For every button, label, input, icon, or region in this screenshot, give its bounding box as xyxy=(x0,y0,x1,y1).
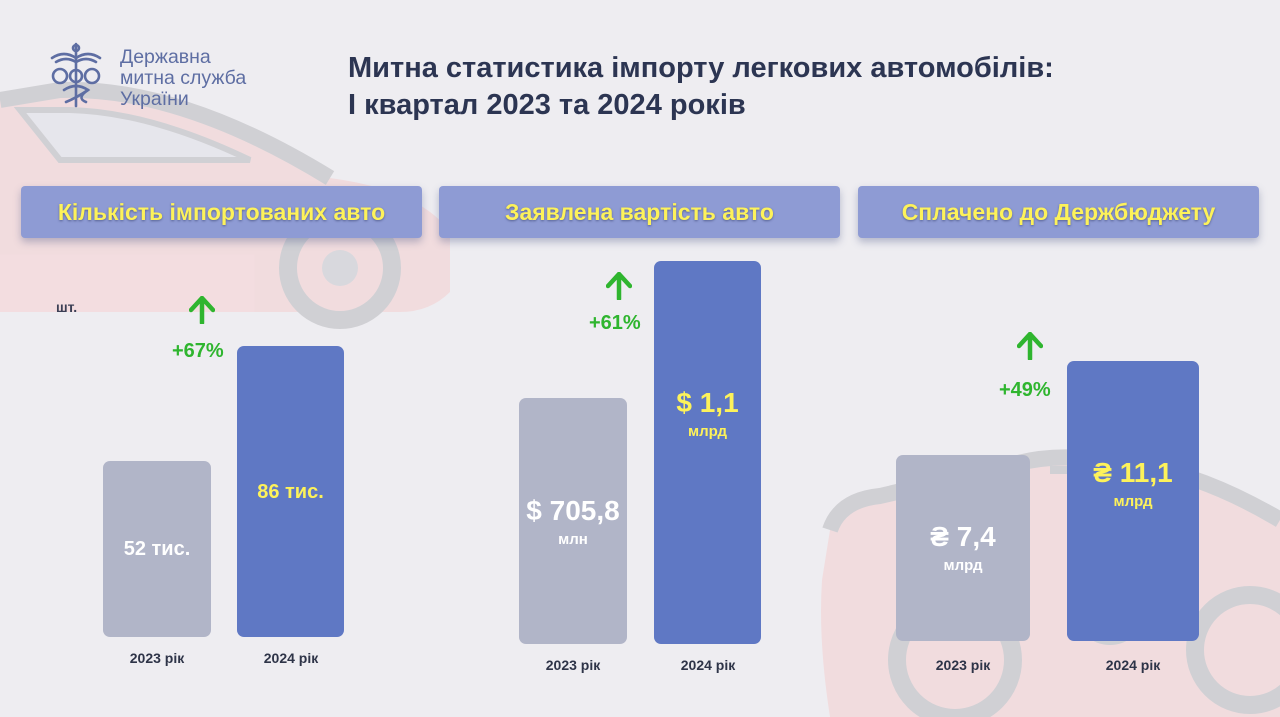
bar-unit-label: млрд xyxy=(688,422,727,440)
bar-value-label: $ 705,8 xyxy=(526,494,620,526)
x-tick-label: 2024 рік xyxy=(263,650,319,666)
x-tick-label: 2024 рік xyxy=(1105,657,1161,673)
customs-logo: Державна митна служба України xyxy=(44,40,246,110)
panel-header-budget-paid: Сплачено до Держбюджету xyxy=(858,186,1259,238)
growth-label: +61% xyxy=(589,312,641,334)
panel-header-import-count: Кількість імпортованих авто xyxy=(21,186,422,238)
bar-2023: 52 тис. xyxy=(103,461,211,637)
bar-2024: 86 тис. xyxy=(237,346,344,637)
title-line-2: І квартал 2023 та 2024 років xyxy=(348,89,746,121)
bar-unit-label: млрд xyxy=(1113,493,1153,511)
x-tick-label: 2024 рік xyxy=(680,657,736,673)
unit-note: шт. xyxy=(56,299,78,315)
logo-line: Державна xyxy=(120,46,211,68)
organization-name: Державна митна служба України xyxy=(120,47,246,110)
growth-label: +67% xyxy=(172,340,224,362)
panel-header-declared-value: Заявлена вартість авто xyxy=(439,186,840,238)
growth-arrow-icon xyxy=(606,272,632,300)
bar-value-label: ₴ 7,4 xyxy=(930,521,996,553)
caduceus-emblem-icon xyxy=(50,42,102,108)
bar-unit-label: млн xyxy=(558,530,588,548)
x-tick-label: 2023 рік xyxy=(129,650,185,666)
x-tick-label: 2023 рік xyxy=(545,657,601,673)
bar-2023: ₴ 7,4 млрд xyxy=(896,454,1030,641)
bar-unit-label: млрд xyxy=(943,557,983,575)
bar-value-label: 52 тис. xyxy=(123,538,191,561)
growth-label: +49% xyxy=(999,379,1051,401)
bar-value-label: $ 1,1 xyxy=(676,386,739,418)
title-line-1: Митна статистика імпорту легкових автомо… xyxy=(348,52,1054,84)
bar-value-label: ₴ 11,1 xyxy=(1093,457,1173,489)
growth-arrow-icon xyxy=(1017,332,1043,360)
bar-2023: $ 705,8 млн xyxy=(519,398,627,644)
x-tick-label: 2023 рік xyxy=(935,657,991,673)
logo-line: митна служба xyxy=(120,67,247,89)
growth-arrow-icon xyxy=(189,296,215,324)
bar-2024: ₴ 11,1 млрд xyxy=(1067,361,1199,641)
bar-2024: $ 1,1 млрд xyxy=(654,260,761,644)
bar-value-label: 86 тис. xyxy=(257,480,324,503)
page-title: Митна статистика імпорту легкових автомо… xyxy=(348,50,1054,124)
logo-line: України xyxy=(120,88,189,110)
